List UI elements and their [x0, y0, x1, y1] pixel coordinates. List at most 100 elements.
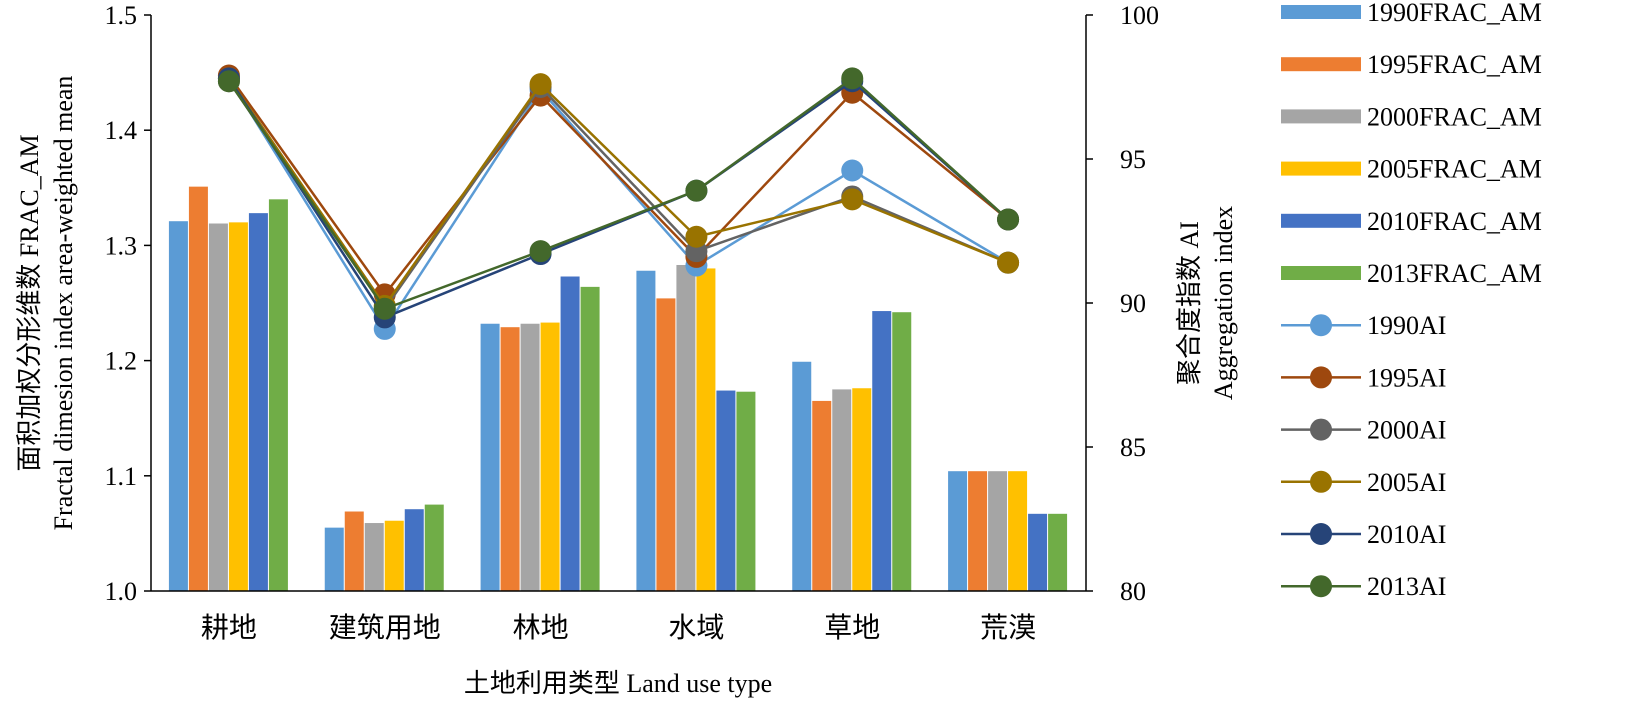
bar-1990FRAC_AM-5 [948, 471, 968, 591]
left-tick-label: 1.0 [105, 577, 138, 606]
marker-2013AI-1 [373, 297, 396, 320]
marker-2013AI-4 [841, 67, 864, 90]
bar-1995FRAC_AM-5 [968, 471, 988, 591]
legend-label-2010FRAC_AM: 2010FRAC_AM [1367, 207, 1542, 236]
marker-1990AI-4 [841, 159, 864, 182]
line-2010AI [227, 77, 1009, 319]
bar-2005FRAC_AM-2 [540, 322, 560, 591]
marker-2005AI-2 [529, 73, 552, 96]
right-tick-label: 90 [1120, 289, 1146, 318]
legend-marker-1990AI [1310, 314, 1332, 337]
bar-1990FRAC_AM-0 [168, 221, 188, 591]
left-tick-label: 1.3 [105, 231, 138, 260]
bar-1995FRAC_AM-4 [812, 400, 832, 591]
category-label: 荒漠 [980, 612, 1036, 644]
bar-2013FRAC_AM-4 [892, 312, 912, 591]
legend-label-1990FRAC_AM: 1990FRAC_AM [1367, 0, 1542, 27]
x-axis-title: 土地利用类型 Land use type [464, 669, 772, 698]
legend-marker-2010AI [1310, 523, 1332, 545]
bar-2005FRAC_AM-4 [852, 388, 872, 591]
left-axis-title-line-1: 面积加权分形维数 FRAC_AM [15, 134, 44, 471]
marker-2005AI-5 [997, 251, 1020, 274]
category-label: 林地 [513, 612, 569, 644]
bar-2000FRAC_AM-1 [364, 523, 384, 591]
legend-swatch-2000FRAC_AM [1281, 109, 1361, 124]
left-tick-label: 1.2 [105, 347, 138, 376]
bar-2005FRAC_AM-0 [228, 222, 248, 592]
left-tick-label: 1.1 [105, 462, 138, 491]
bar-1990FRAC_AM-2 [480, 323, 500, 591]
left-axis-title: 面积加权分形维数 FRAC_AM Fractal dimesion index … [15, 76, 78, 531]
bar-2010FRAC_AM-0 [248, 213, 268, 592]
legend-marker-2005AI [1310, 470, 1332, 493]
bar-2013FRAC_AM-1 [424, 504, 444, 591]
legend-marker-1995AI [1310, 366, 1332, 389]
bar-2000FRAC_AM-2 [520, 323, 540, 591]
right-axis-title-line-2: Aggregation index [1209, 206, 1238, 400]
legend-marker-2013AI [1310, 575, 1332, 598]
legend-swatch-2013FRAC_AM [1281, 266, 1361, 280]
legend: 1990FRAC_AM 1995FRAC_AM 2000FRAC_AM 2005FRA… [1281, 0, 1542, 601]
right-axis-title: 聚合度指数 AI Aggregation index [1175, 206, 1238, 400]
bar-2005FRAC_AM-5 [1008, 471, 1028, 591]
marker-2013AI-5 [997, 208, 1020, 231]
category-label: 建筑用地 [329, 612, 441, 644]
right-tick-label: 95 [1120, 145, 1146, 174]
right-axis-title-line-1: 聚合度指数 AI [1175, 221, 1204, 385]
legend-label-1995AI: 1995AI [1367, 363, 1446, 392]
bars-layer [168, 186, 1068, 592]
left-tick-label: 1.4 [105, 116, 138, 145]
legend-swatch-2005FRAC_AM [1281, 161, 1361, 176]
bar-2010FRAC_AM-2 [560, 276, 580, 591]
bar-1990FRAC_AM-3 [636, 270, 656, 591]
legend-label-1995FRAC_AM: 1995FRAC_AM [1367, 50, 1542, 79]
category-label: 水域 [668, 612, 724, 644]
bar-1995FRAC_AM-0 [188, 186, 208, 591]
legend-label-2010AI: 2010AI [1367, 520, 1446, 549]
bar-1990FRAC_AM-1 [324, 527, 344, 591]
axes-layer [150, 15, 1087, 592]
marker-2013AI-3 [685, 179, 708, 202]
bar-2005FRAC_AM-1 [384, 520, 404, 591]
bar-2013FRAC_AM-5 [1048, 513, 1068, 591]
left-axis-title-line-2: Fractal dimesion index area-weighted mea… [49, 76, 78, 531]
bar-1995FRAC_AM-2 [500, 327, 520, 591]
bar-2013FRAC_AM-0 [268, 199, 288, 591]
right-tick-label: 80 [1120, 577, 1146, 606]
marker-2013AI-0 [217, 70, 240, 93]
bar-2010FRAC_AM-5 [1028, 513, 1048, 591]
legend-label-1990AI: 1990AI [1367, 311, 1446, 340]
bar-2000FRAC_AM-0 [208, 223, 228, 591]
legend-swatch-2010FRAC_AM [1281, 213, 1361, 228]
bar-2013FRAC_AM-2 [580, 286, 600, 591]
bar-2000FRAC_AM-4 [832, 389, 852, 591]
marker-2005AI-4 [841, 188, 864, 211]
bar-2010FRAC_AM-1 [404, 509, 424, 591]
legend-marker-2000AI [1310, 418, 1332, 441]
category-label: 草地 [824, 612, 880, 644]
legend-label-2005FRAC_AM: 2005FRAC_AM [1367, 155, 1542, 184]
legend-label-2013FRAC_AM: 2013FRAC_AM [1367, 259, 1542, 288]
category-label: 耕地 [201, 612, 257, 644]
bar-1995FRAC_AM-1 [344, 511, 364, 591]
bar-1995FRAC_AM-3 [656, 298, 676, 591]
bar-2000FRAC_AM-5 [988, 471, 1008, 591]
legend-label-2000FRAC_AM: 2000FRAC_AM [1367, 102, 1542, 131]
bar-2010FRAC_AM-4 [872, 311, 892, 591]
right-tick-label: 85 [1120, 433, 1146, 462]
lines-layer [217, 64, 1020, 340]
line-2005AI [227, 77, 1009, 309]
legend-label-2013AI: 2013AI [1367, 572, 1446, 601]
line-2013AI [227, 76, 1009, 311]
left-tick-label: 1.5 [105, 1, 138, 30]
legend-swatch-1990FRAC_AM [1281, 5, 1361, 19]
bar-2005FRAC_AM-3 [696, 268, 716, 591]
legend-label-2000AI: 2000AI [1367, 416, 1446, 445]
ticks-layer: 1.0 1.1 1.2 1.3 1.4 1.5 80 85 90 95 100 耕地 建筑用地 林地 水域 草… [105, 1, 1160, 644]
bar-2000FRAC_AM-3 [676, 264, 696, 591]
bar-2010FRAC_AM-3 [716, 390, 736, 591]
bar-2013FRAC_AM-3 [736, 391, 756, 591]
legend-swatch-1995FRAC_AM [1281, 57, 1361, 72]
legend-label-2005AI: 2005AI [1367, 468, 1446, 497]
